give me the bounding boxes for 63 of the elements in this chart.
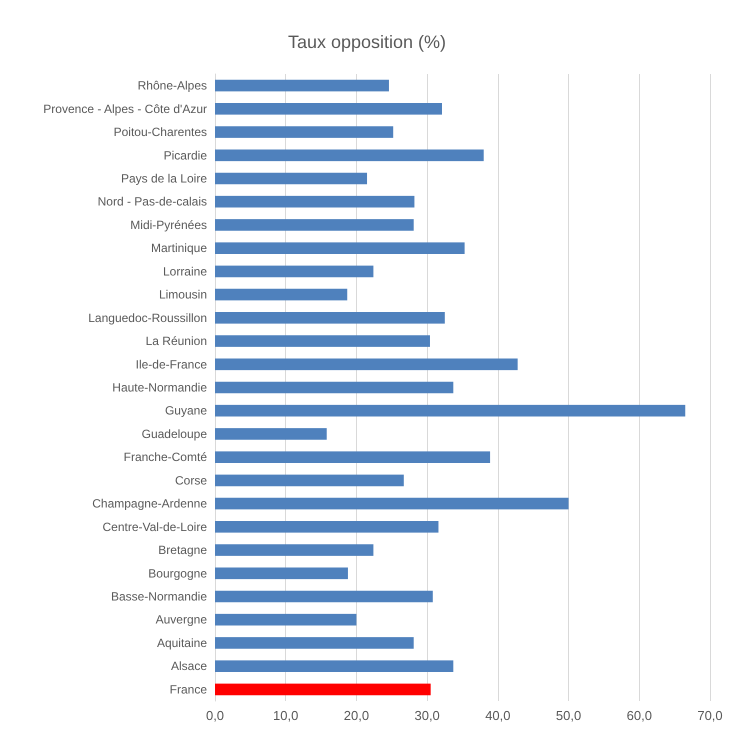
x-tick-label: 70,0 (697, 708, 723, 723)
y-tick-label: Corse (174, 473, 208, 488)
bar (215, 312, 445, 324)
bar (215, 358, 518, 370)
bar (215, 80, 389, 92)
bar (215, 660, 454, 672)
bar (215, 474, 404, 486)
bar (215, 590, 433, 602)
bar (215, 242, 465, 254)
bar (215, 404, 686, 417)
bar (215, 266, 374, 278)
x-tick-label: 40,0 (485, 708, 511, 723)
y-tick-label: Rhône-Alpes (138, 78, 207, 93)
bar (215, 196, 414, 208)
bar (215, 219, 414, 231)
bar (215, 103, 442, 115)
y-tick-label: Centre-Val-de-Loire (102, 520, 208, 534)
y-tick-label: Ile-de-France (136, 357, 208, 372)
x-tick-label: 0,0 (206, 708, 224, 723)
bar (215, 126, 394, 138)
bar (215, 451, 490, 463)
y-tick-label: France (170, 682, 208, 696)
bar (215, 544, 374, 556)
y-tick-label: Bretagne (158, 543, 208, 558)
x-tick-label: 30,0 (414, 708, 440, 723)
x-tick-label: 10,0 (273, 708, 298, 723)
y-tick-label: Haute-Normandie (112, 380, 208, 394)
x-tick-label: 60,0 (626, 708, 652, 723)
bar (215, 521, 438, 533)
y-tick-label: Bourgogne (148, 566, 208, 580)
y-tick-label: Basse-Normandie (110, 590, 208, 604)
y-tick-label: Alsace (170, 659, 208, 674)
y-tick-label: La Réunion (146, 334, 207, 348)
bar (215, 382, 454, 394)
bar (215, 614, 356, 626)
y-tick-label: Auvergne (156, 612, 208, 627)
y-tick-label: Aquitaine (156, 636, 208, 650)
bar (215, 428, 327, 440)
y-tick-label: Pays de la Loire (120, 172, 208, 186)
chart-title: Taux opposition (%) (288, 32, 446, 52)
bar (215, 498, 569, 510)
bar (215, 637, 414, 649)
y-tick-label: Midi-Pyrénées (130, 218, 207, 232)
y-tick-label: Languedoc-Roussillon (88, 310, 207, 325)
bar (215, 567, 348, 580)
y-tick-label: Poitou-Charentes (114, 125, 207, 140)
bar (215, 684, 431, 696)
y-tick-label: Lorraine (162, 264, 208, 278)
y-tick-label: Franche-Comté (124, 450, 208, 464)
bar (215, 335, 430, 347)
x-tick-label: 50,0 (556, 708, 582, 723)
bar (215, 149, 484, 162)
y-tick-label: Martinique (150, 241, 208, 256)
y-tick-label: Nord - Pas-de-calais (98, 194, 207, 209)
bar (215, 288, 348, 300)
y-tick-label: Provence - Alpes - Côte d'Azur (43, 102, 207, 116)
y-tick-label: Picardie (164, 148, 208, 162)
y-tick-label: Guadeloupe (142, 426, 208, 441)
y-tick-label: Guyane (164, 404, 208, 418)
y-tick-label: Limousin (158, 288, 207, 302)
bar (215, 172, 368, 184)
y-tick-label: Champagne-Ardenne (92, 496, 208, 511)
x-tick-label: 20,0 (344, 708, 370, 723)
